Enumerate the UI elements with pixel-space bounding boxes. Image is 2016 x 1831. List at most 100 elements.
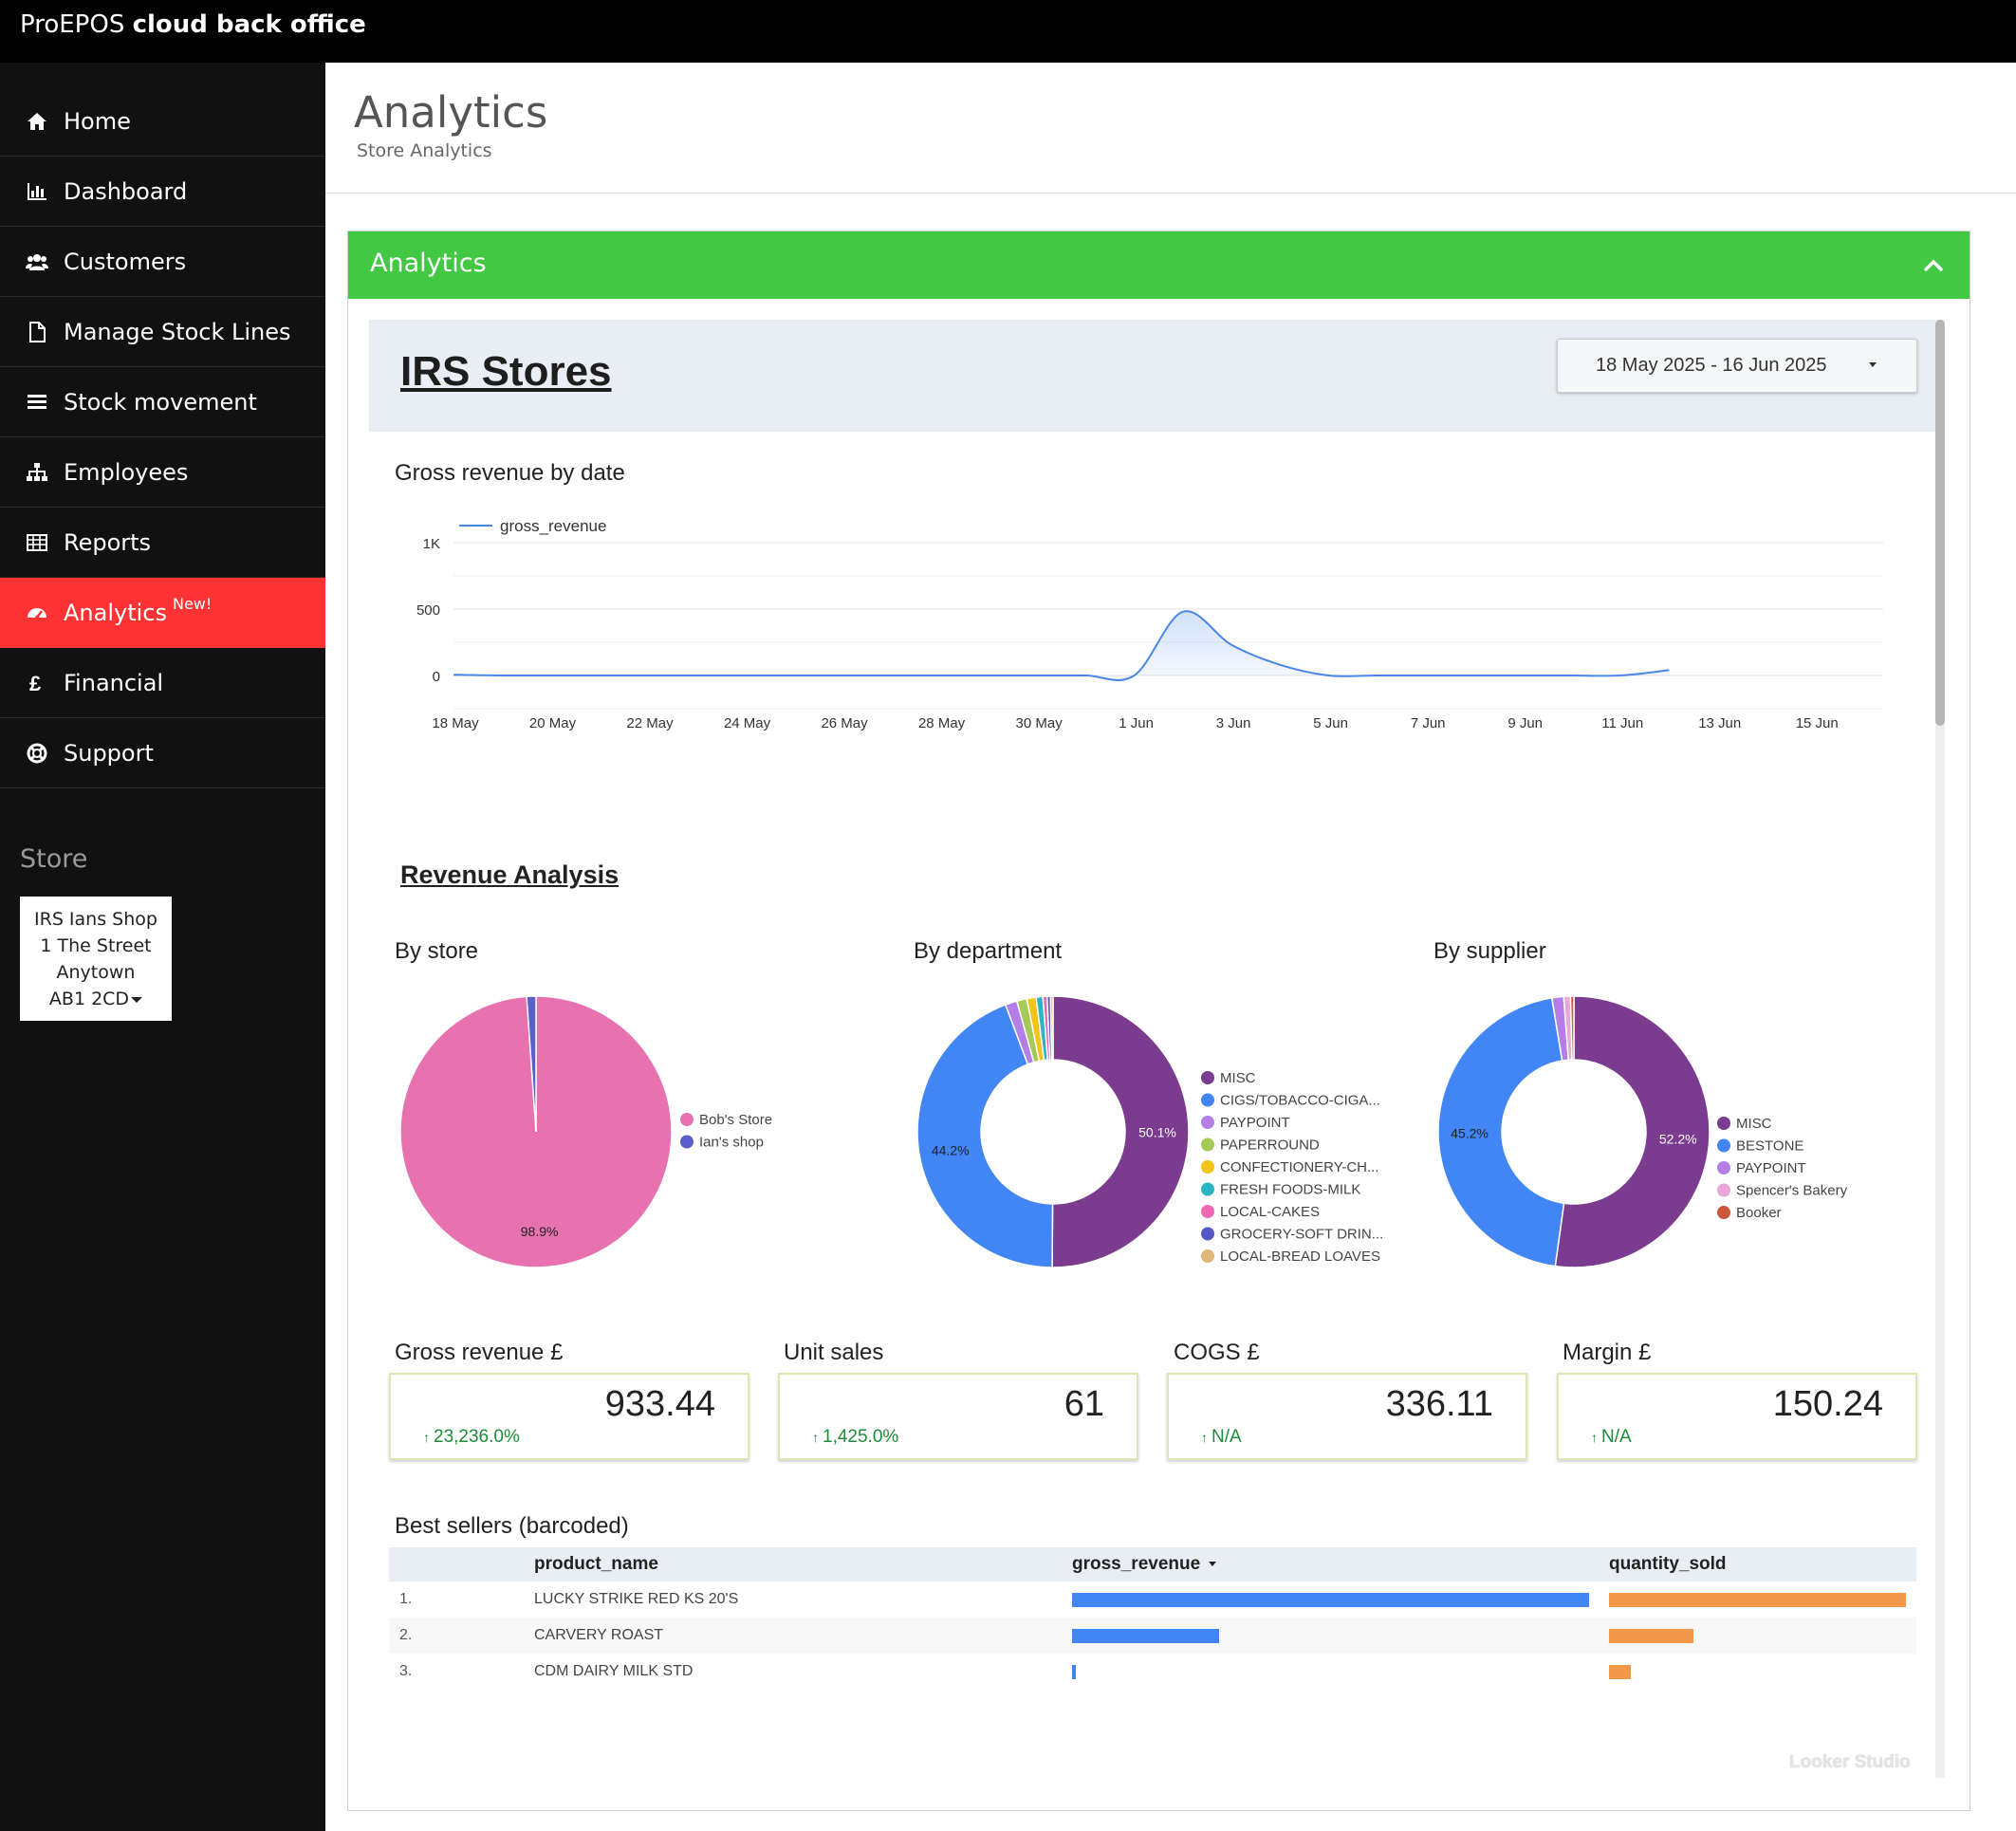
legend-swatch [1717, 1206, 1730, 1219]
kpi-card-margin: 150.24 ↑ N/A [1557, 1373, 1917, 1460]
table-header: product_name gross_revenue quantity_sold [389, 1547, 1916, 1581]
caret-down-icon [1869, 362, 1877, 367]
pie-slice [526, 995, 537, 1133]
sidebar-item-label: Analytics [64, 599, 167, 626]
sidebar-item-customers[interactable]: Customers [0, 227, 325, 297]
legend-label: Ian's shop [699, 1135, 764, 1151]
report-store-name: IRS Stores [400, 348, 612, 395]
kpi-delta: ↑ 1,425.0% [812, 1427, 899, 1447]
slice-label: 50.1% [1138, 1124, 1176, 1139]
legend-swatch [1201, 1205, 1214, 1218]
sidebar-item-home[interactable]: Home [0, 86, 325, 157]
revenue-analysis-title: Revenue Analysis [400, 860, 620, 889]
pie-slice [1554, 995, 1711, 1268]
app-brand[interactable]: ProEPOS cloud back office [20, 8, 366, 42]
sidebar-item-label: Stock movement [64, 388, 257, 416]
table-icon [26, 531, 48, 554]
legend-swatch [1201, 1137, 1214, 1152]
sidebar-item-stock-movement[interactable]: Stock movement [0, 367, 325, 437]
column-header-gross-revenue[interactable]: gross_revenue [1072, 1554, 1217, 1575]
table-row[interactable]: 3. CDM DAIRY MILK STD [389, 1654, 1916, 1690]
best-sellers-title: Best sellers (barcoded) [395, 1513, 629, 1539]
legend-swatch [1717, 1117, 1730, 1130]
sidebar-item-label: Reports [64, 528, 152, 556]
legend-swatch [1201, 1071, 1214, 1084]
chevron-up-icon[interactable] [1920, 252, 1947, 279]
sidebar-item-financial[interactable]: £ Financial [0, 648, 325, 718]
sidebar-item-dashboard[interactable]: Dashboard [0, 157, 325, 227]
x-tick-label: 26 May [821, 715, 868, 731]
store-name-line: IRS Ians Shop [34, 909, 157, 930]
date-range-value: 18 May 2025 - 16 Jun 2025 [1596, 355, 1827, 376]
legend-label: PAYPOINT [1220, 1115, 1290, 1131]
date-range-picker[interactable]: 18 May 2025 - 16 Jun 2025 [1557, 339, 1917, 393]
store-section-title: Store [20, 844, 88, 874]
page-header: Analytics Store Analytics [325, 63, 2016, 194]
slice-label: 98.9% [521, 1224, 559, 1239]
legend-label: LOCAL-CAKES [1220, 1204, 1320, 1220]
x-tick-label: 30 May [1016, 715, 1063, 731]
legend-swatch [1717, 1138, 1730, 1153]
series-area [453, 611, 1670, 680]
gross-revenue-bar [1072, 1593, 1589, 1607]
series-line [453, 610, 1670, 681]
home-icon [26, 110, 48, 133]
legend-label: CIGS/TOBACCO-CIGA... [1220, 1093, 1380, 1109]
kpi-card-gross-revenue: 933.44 ↑ 23,236.0% [389, 1373, 749, 1460]
product-name: LUCKY STRIKE RED KS 20'S [534, 1591, 739, 1607]
store-postcode-line: AB1 2CD [20, 986, 172, 1012]
column-header-product-name[interactable]: product_name [534, 1554, 658, 1574]
x-tick-label: 13 Jun [1698, 715, 1741, 731]
report-scrollbar[interactable] [1935, 320, 1945, 1778]
sort-desc-icon [1209, 1562, 1217, 1567]
kpi-value: 150.24 [1772, 1384, 1883, 1424]
legend-label: BESTONE [1736, 1138, 1803, 1155]
legend-swatch [1717, 1183, 1730, 1197]
pie-slice [1049, 995, 1054, 1061]
x-tick-label: 11 Jun [1601, 715, 1643, 731]
sidebar-item-employees[interactable]: Employees [0, 437, 325, 508]
legend-swatch [680, 1113, 694, 1126]
legend-label: Bob's Store [699, 1112, 772, 1128]
arrow-up-icon: ↑ [812, 1430, 819, 1445]
kpi-delta: ↑ 23,236.0% [423, 1427, 520, 1447]
table-row[interactable]: 1. LUCKY STRIKE RED KS 20'S [389, 1581, 1916, 1618]
chevron-down-icon [131, 996, 143, 1003]
by-department-donut-chart: 50.1% 44.2% MISC CIGS/TOBACCO-CIGA... PAYPOI… [916, 995, 1383, 1268]
legend-label: MISC [1736, 1116, 1772, 1132]
sidebar-item-analytics[interactable]: Analytics New! [0, 578, 325, 648]
y-tick-label: 1K [423, 536, 440, 552]
kpi-delta: ↑ N/A [1591, 1427, 1632, 1447]
table-row[interactable]: 2. CARVERY ROAST [389, 1618, 1916, 1654]
kpi-card-unit-sales: 61 ↑ 1,425.0% [778, 1373, 1138, 1460]
sidebar-item-support[interactable]: Support [0, 718, 325, 788]
sitemap-icon [26, 461, 48, 484]
legend-swatch [1201, 1227, 1214, 1241]
x-tick-label: 7 Jun [1411, 715, 1446, 731]
legend-label: LOCAL-BREAD LOAVES [1220, 1248, 1380, 1265]
sidebar-item-manage-stock-lines[interactable]: Manage Stock Lines [0, 297, 325, 367]
store-selector[interactable]: IRS Ians Shop 1 The Street Anytown AB1 2… [20, 897, 172, 1021]
sidebar-item-label: Manage Stock Lines [64, 318, 291, 345]
sidebar-item-label: Home [64, 107, 131, 135]
legend-label: PAYPOINT [1736, 1160, 1806, 1176]
pie-slice [1437, 997, 1565, 1267]
top-bar: ProEPOS cloud back office [0, 0, 2016, 63]
kpi-value: 61 [1063, 1384, 1104, 1424]
lifebuoy-icon [26, 742, 48, 765]
slice-label: 52.2% [1659, 1132, 1697, 1147]
pie-slice [1051, 995, 1190, 1268]
slice-label: 44.2% [932, 1142, 970, 1157]
scrollbar-thumb[interactable] [1935, 320, 1945, 726]
kpi-label-margin: Margin £ [1563, 1340, 1652, 1365]
x-tick-label: 3 Jun [1216, 715, 1251, 731]
sidebar-item-reports[interactable]: Reports [0, 508, 325, 578]
by-supplier-title: By supplier [1433, 938, 1546, 964]
store-town-line: Anytown [56, 962, 136, 983]
legend-label: GROCERY-SOFT DRIN... [1220, 1227, 1383, 1243]
pie-slice [916, 1004, 1054, 1268]
sidebar-item-label: Dashboard [64, 177, 188, 205]
panel-header[interactable]: Analytics [348, 231, 1970, 299]
column-header-quantity-sold[interactable]: quantity_sold [1609, 1554, 1727, 1574]
